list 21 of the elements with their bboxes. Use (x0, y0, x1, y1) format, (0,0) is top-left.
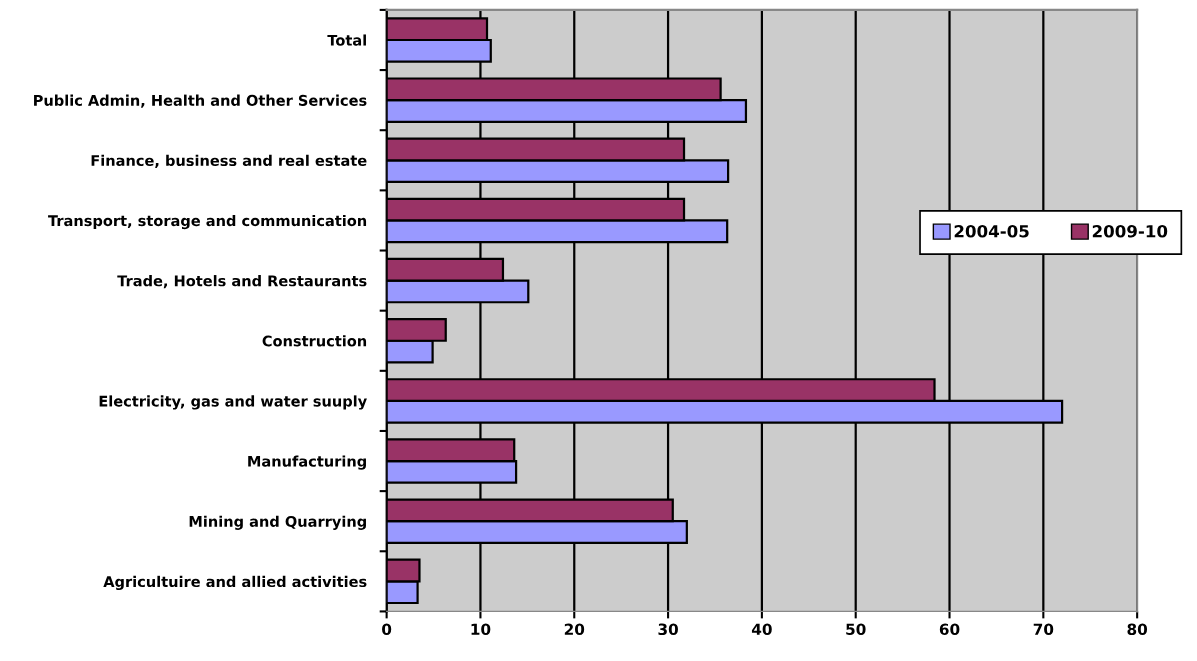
y-tick-label: Finance, business and real estate (91, 154, 367, 168)
x-tick-label: 80 (1127, 623, 1148, 636)
y-tick-label: Transport, storage and communication (48, 214, 367, 230)
y-tick-label: Trade, Hotels and Restaurants (117, 275, 367, 289)
x-tick-label: 50 (846, 623, 866, 636)
y-tick-label: Total (327, 34, 366, 46)
legend-label: 2009-10 (1092, 224, 1168, 238)
x-tick-label: 60 (939, 623, 960, 636)
x-tick-label: 10 (471, 623, 491, 636)
y-tick-label: Public Admin, Health and Other Services (34, 94, 367, 108)
legend-label: 2004-05 (954, 224, 1029, 238)
y-tick-label: Mining and Quarrying (189, 515, 366, 530)
y-tick-label: Manufacturing (248, 455, 366, 470)
y-tick-label: Construction (262, 335, 367, 347)
x-tick-label: 20 (564, 623, 585, 636)
y-tick-label: Electricity, gas and water suuply (99, 395, 367, 410)
x-tick-label: 70 (1033, 623, 1054, 636)
x-tick-label: 30 (658, 623, 678, 636)
x-tick-label: 0 (382, 623, 392, 636)
y-tick-label: Agricultuire and allied activities (103, 575, 367, 591)
x-tick-label: 40 (751, 623, 772, 636)
